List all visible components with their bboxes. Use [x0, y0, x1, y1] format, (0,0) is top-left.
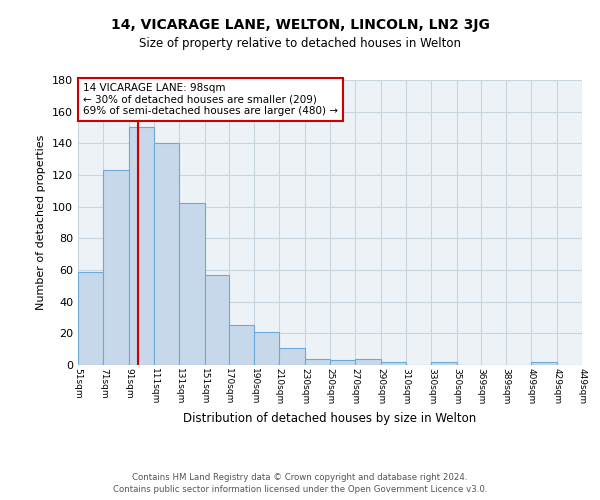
Text: Contains HM Land Registry data © Crown copyright and database right 2024.: Contains HM Land Registry data © Crown c…	[132, 472, 468, 482]
Bar	[128, 128, 154, 365]
Bar	[103, 170, 128, 365]
Text: Size of property relative to detached houses in Welton: Size of property relative to detached ho…	[139, 38, 461, 51]
Bar	[305, 358, 330, 365]
Bar	[532, 362, 557, 365]
Bar	[254, 332, 280, 365]
Bar	[205, 275, 229, 365]
Text: 14 VICARAGE LANE: 98sqm
← 30% of detached houses are smaller (209)
69% of semi-d: 14 VICARAGE LANE: 98sqm ← 30% of detache…	[83, 83, 338, 116]
Y-axis label: Number of detached properties: Number of detached properties	[37, 135, 46, 310]
Text: 14, VICARAGE LANE, WELTON, LINCOLN, LN2 3JG: 14, VICARAGE LANE, WELTON, LINCOLN, LN2 …	[110, 18, 490, 32]
Bar	[229, 326, 254, 365]
Text: Contains public sector information licensed under the Open Government Licence v3: Contains public sector information licen…	[113, 485, 487, 494]
Bar	[179, 204, 205, 365]
Bar	[431, 362, 457, 365]
Bar	[380, 362, 406, 365]
Bar	[78, 272, 103, 365]
Bar	[355, 358, 380, 365]
Bar	[154, 144, 179, 365]
X-axis label: Distribution of detached houses by size in Welton: Distribution of detached houses by size …	[184, 412, 476, 426]
Bar	[330, 360, 355, 365]
Bar	[280, 348, 305, 365]
